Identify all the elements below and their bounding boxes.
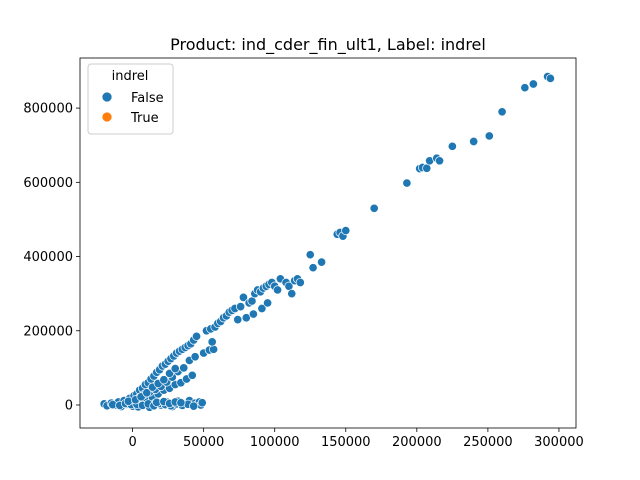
data-point-false <box>447 141 457 151</box>
data-point-false <box>402 178 412 188</box>
x-tick-label: 300000 <box>534 435 584 450</box>
data-point-false <box>207 337 217 347</box>
data-point-false <box>295 277 305 288</box>
y-tick-label: 0 <box>65 398 73 413</box>
legend-marker-false <box>101 91 113 103</box>
data-point-false <box>341 226 351 236</box>
legend-entries: False True <box>101 91 164 126</box>
data-point-false <box>263 298 273 308</box>
data-point-false <box>191 331 202 341</box>
y-tick-label: 600000 <box>23 176 73 191</box>
x-tick-label: 100000 <box>250 435 300 450</box>
data-point-false <box>159 375 169 385</box>
data-point-false <box>238 292 248 302</box>
data-point-false <box>545 73 555 83</box>
chart-title: Product: ind_cder_fin_ult1, Label: indre… <box>170 35 486 55</box>
data-point-false <box>197 398 207 408</box>
data-point-false <box>176 398 186 408</box>
data-point-false <box>308 263 318 273</box>
points-layer <box>99 72 555 412</box>
data-point-false <box>189 401 199 411</box>
data-point-false <box>170 364 180 374</box>
data-point-false <box>435 156 445 166</box>
data-point-false <box>190 352 200 362</box>
legend-label-true: True <box>130 111 159 126</box>
data-point-false <box>236 302 246 312</box>
data-point-false <box>257 303 267 314</box>
data-point-false <box>528 79 538 89</box>
data-point-false <box>305 250 315 260</box>
data-point-false <box>317 257 327 267</box>
data-point-false <box>369 203 379 213</box>
x-tick-label: 250000 <box>463 435 513 450</box>
data-point-false <box>233 315 243 325</box>
data-point-false <box>272 285 283 295</box>
plot-area-frame <box>79 57 577 429</box>
x-tick-label: 150000 <box>321 435 371 450</box>
data-point-false <box>469 136 479 147</box>
x-tick-label: 200000 <box>392 435 442 450</box>
x-axis: 0 50000 100000 150000 200000 250000 300000 <box>128 428 584 450</box>
data-point-false <box>248 309 258 319</box>
data-point-false <box>287 289 297 299</box>
legend-marker-true <box>101 111 113 123</box>
data-point-false <box>484 131 494 141</box>
data-point-false <box>179 363 189 373</box>
data-point-false <box>520 83 530 93</box>
data-point-false <box>209 344 219 354</box>
x-tick-label: 0 <box>128 435 136 450</box>
legend: indrel False True <box>87 63 174 135</box>
legend-title: indrel <box>112 69 149 84</box>
data-point-false <box>187 370 197 380</box>
data-point-false <box>497 107 507 117</box>
data-point-false <box>142 388 152 398</box>
data-point-false <box>241 313 251 323</box>
legend-label-false: False <box>131 91 164 106</box>
y-tick-label: 200000 <box>23 324 73 339</box>
y-tick-label: 800000 <box>23 102 73 117</box>
x-tick-label: 50000 <box>183 435 224 450</box>
y-axis: 0 200000 400000 600000 800000 <box>23 102 80 413</box>
y-tick-label: 400000 <box>23 250 73 265</box>
